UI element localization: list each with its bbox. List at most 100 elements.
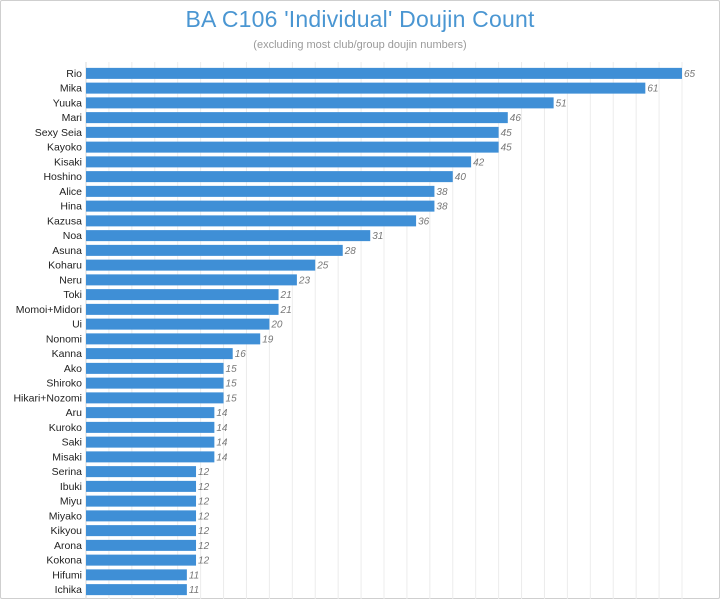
category-label: Sexy Seia <box>35 127 82 139</box>
bar <box>86 303 279 315</box>
category-label: Arona <box>54 540 82 552</box>
category-label: Ui <box>72 319 82 331</box>
category-label: Aru <box>66 407 83 419</box>
category-label: Neru <box>59 274 82 286</box>
value-label: 51 <box>556 98 567 109</box>
bar <box>86 82 646 94</box>
category-label: Asuna <box>52 245 82 257</box>
bar <box>86 141 499 153</box>
value-label: 12 <box>198 556 210 567</box>
value-label: 12 <box>198 482 210 493</box>
category-label: Hina <box>60 201 82 213</box>
bar <box>86 480 197 492</box>
category-label: Nonomi <box>46 333 82 345</box>
bar <box>86 392 224 404</box>
category-label: Toki <box>63 289 82 301</box>
category-label: Kuroko <box>49 422 82 434</box>
category-label: Saki <box>62 437 82 449</box>
value-label: 14 <box>216 438 228 449</box>
category-label: Momoi+Midori <box>16 304 82 316</box>
bar <box>86 112 508 124</box>
bar <box>86 510 197 522</box>
chart-title: BA C106 'Individual' Doujin Count <box>185 6 535 32</box>
category-label: Hikari+Nozomi <box>13 392 82 404</box>
category-label: Hoshino <box>43 171 82 183</box>
value-label: 21 <box>280 305 292 316</box>
category-label: Kanna <box>52 348 83 360</box>
category-label: Noa <box>63 230 82 242</box>
bar <box>86 569 187 581</box>
bar <box>86 436 215 448</box>
category-label: Kayoko <box>47 142 82 154</box>
value-label: 46 <box>510 113 522 124</box>
bar <box>86 554 197 566</box>
bar <box>86 466 197 478</box>
chart-subtitle: (excluding most club/group doujin number… <box>253 39 467 51</box>
bar <box>86 362 224 374</box>
value-label: 21 <box>280 290 292 301</box>
category-label: Serina <box>52 466 83 478</box>
category-label: Kokona <box>46 555 82 567</box>
value-label: 12 <box>198 541 210 552</box>
value-label: 15 <box>226 379 238 390</box>
bar <box>86 348 233 360</box>
bar <box>86 525 197 537</box>
value-label: 42 <box>473 157 485 168</box>
bar <box>86 200 435 212</box>
bar <box>86 377 224 389</box>
value-label: 45 <box>501 143 513 154</box>
bar <box>86 421 215 433</box>
category-label: Kikyou <box>50 525 82 537</box>
bar <box>86 318 270 330</box>
value-label: 38 <box>436 187 448 198</box>
bar <box>86 274 297 286</box>
category-label: Ichika <box>55 584 83 596</box>
category-label: Shiroko <box>46 378 82 390</box>
value-label: 15 <box>226 393 238 404</box>
bar <box>86 289 279 301</box>
value-label: 28 <box>344 246 357 257</box>
category-label: Hifumi <box>52 569 82 581</box>
category-label: Misaki <box>52 451 82 463</box>
value-label: 15 <box>226 364 238 375</box>
value-label: 12 <box>198 497 210 508</box>
category-label: Rio <box>66 68 82 80</box>
value-label: 14 <box>216 408 228 419</box>
category-label: Kazusa <box>47 215 82 227</box>
value-label: 11 <box>189 585 199 596</box>
bar <box>86 185 435 197</box>
bar <box>86 230 371 242</box>
value-label: 14 <box>216 452 228 463</box>
value-label: 11 <box>189 570 199 581</box>
category-label: Miyako <box>49 510 82 522</box>
value-label: 12 <box>198 526 210 537</box>
bar <box>86 407 215 419</box>
value-label: 38 <box>436 202 448 213</box>
category-label: Ibuki <box>60 481 82 493</box>
bar <box>86 171 453 183</box>
value-label: 36 <box>418 216 430 227</box>
bar <box>86 126 499 138</box>
bar <box>86 451 215 463</box>
bar <box>86 67 682 79</box>
bar <box>86 259 316 271</box>
bar <box>86 215 417 227</box>
category-label: Mari <box>62 112 82 124</box>
category-label: Kisaki <box>54 156 82 168</box>
value-label: 12 <box>198 467 210 478</box>
category-label: Miyu <box>60 496 82 508</box>
value-label: 23 <box>298 275 311 286</box>
value-label: 65 <box>684 69 696 80</box>
bar <box>86 97 554 109</box>
value-label: 31 <box>372 231 383 242</box>
category-label: Yuuka <box>53 97 82 109</box>
value-label: 19 <box>262 334 274 345</box>
bar <box>86 244 343 256</box>
value-label: 25 <box>316 261 329 272</box>
value-label: 12 <box>198 511 210 522</box>
value-label: 16 <box>235 349 247 360</box>
value-label: 61 <box>647 84 658 95</box>
bar <box>86 584 187 596</box>
bar <box>86 539 197 551</box>
